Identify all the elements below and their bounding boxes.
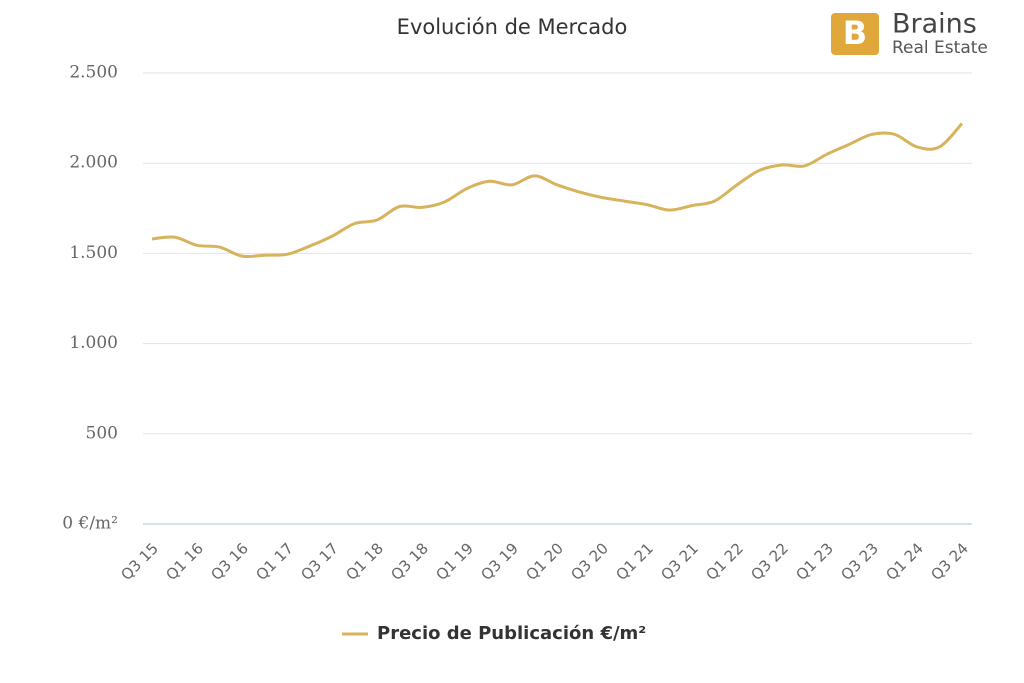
x-tick-label: Q3 18 <box>387 539 432 584</box>
y-tick-label: 2.500 <box>69 63 118 83</box>
line <box>151 122 964 259</box>
logo-icon <box>831 13 879 55</box>
x-tick-label: Q3 17 <box>297 539 342 584</box>
x-tick-label: Q1 23 <box>792 539 837 584</box>
x-tick-label: Q1 24 <box>882 539 927 584</box>
x-tick-label: Q3 23 <box>837 539 882 584</box>
x-tick-label: Q1 21 <box>612 539 657 584</box>
x-tick-label: Q1 20 <box>522 539 567 584</box>
y-tick-label: 1.000 <box>69 333 118 353</box>
x-tick-label: Q1 17 <box>252 539 297 584</box>
x-tick-label: Q3 20 <box>567 539 612 584</box>
x-tick-label: Q1 16 <box>162 539 207 584</box>
x-tick-label: Q3 21 <box>657 539 702 584</box>
y-tick-label: 500 <box>86 423 118 443</box>
y-tick-label: 1.500 <box>69 243 118 263</box>
x-tick-label: Q1 22 <box>702 539 747 584</box>
x-tick-label: Q1 19 <box>432 539 477 584</box>
x-tick-label: Q3 16 <box>207 539 252 584</box>
y-tick-label: 2.000 <box>69 153 118 173</box>
logo-icon-letter: B <box>843 14 867 52</box>
logo-tagline: Real Estate <box>892 38 988 58</box>
logo: B Brains Real Estate <box>831 9 988 58</box>
legend-label: Precio de Publicación €/m² <box>377 623 646 644</box>
x-tick-label: Q3 19 <box>477 539 522 584</box>
logo-name: Brains <box>892 9 977 40</box>
x-tick-label: Q3 15 <box>117 539 162 584</box>
x-tick-label: Q1 18 <box>342 539 387 584</box>
x-tick-label: Q3 24 <box>927 539 972 584</box>
y-tick-label: 0 €/m² <box>62 514 118 534</box>
x-tick-label: Q3 22 <box>747 539 792 584</box>
chart-title: Evolución de Mercado <box>397 15 628 39</box>
